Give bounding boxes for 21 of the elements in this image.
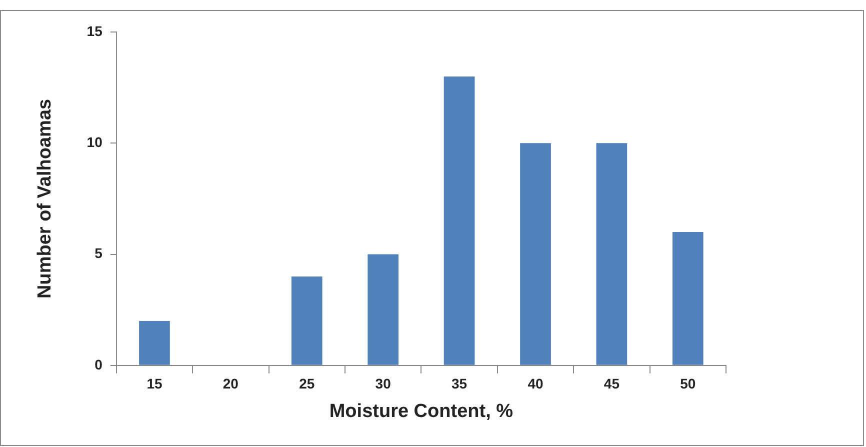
bar [139,320,170,365]
bar [596,143,628,365]
x-tick-label: 30 [375,376,392,392]
y-tick-label: 10 [86,134,103,150]
bar [291,276,322,365]
bar [444,76,475,365]
x-tick-label: 15 [146,376,162,392]
x-tick-label: 25 [299,376,315,392]
x-tick-label: 40 [528,376,544,392]
bar [368,254,399,365]
x-axis-title: Moisture Content, % [329,400,514,422]
x-tick-label: 50 [680,376,696,392]
x-tick-label: 45 [604,376,620,392]
y-tick-label: 15 [86,22,103,39]
x-tick-label: 35 [452,376,468,392]
y-tick-label: 5 [94,245,103,262]
bar [672,232,704,365]
y-tick-label: 0 [94,356,103,372]
bar [520,143,551,365]
y-axis-title: Number of Valhoamas [34,98,56,298]
x-tick-label: 20 [222,376,239,392]
